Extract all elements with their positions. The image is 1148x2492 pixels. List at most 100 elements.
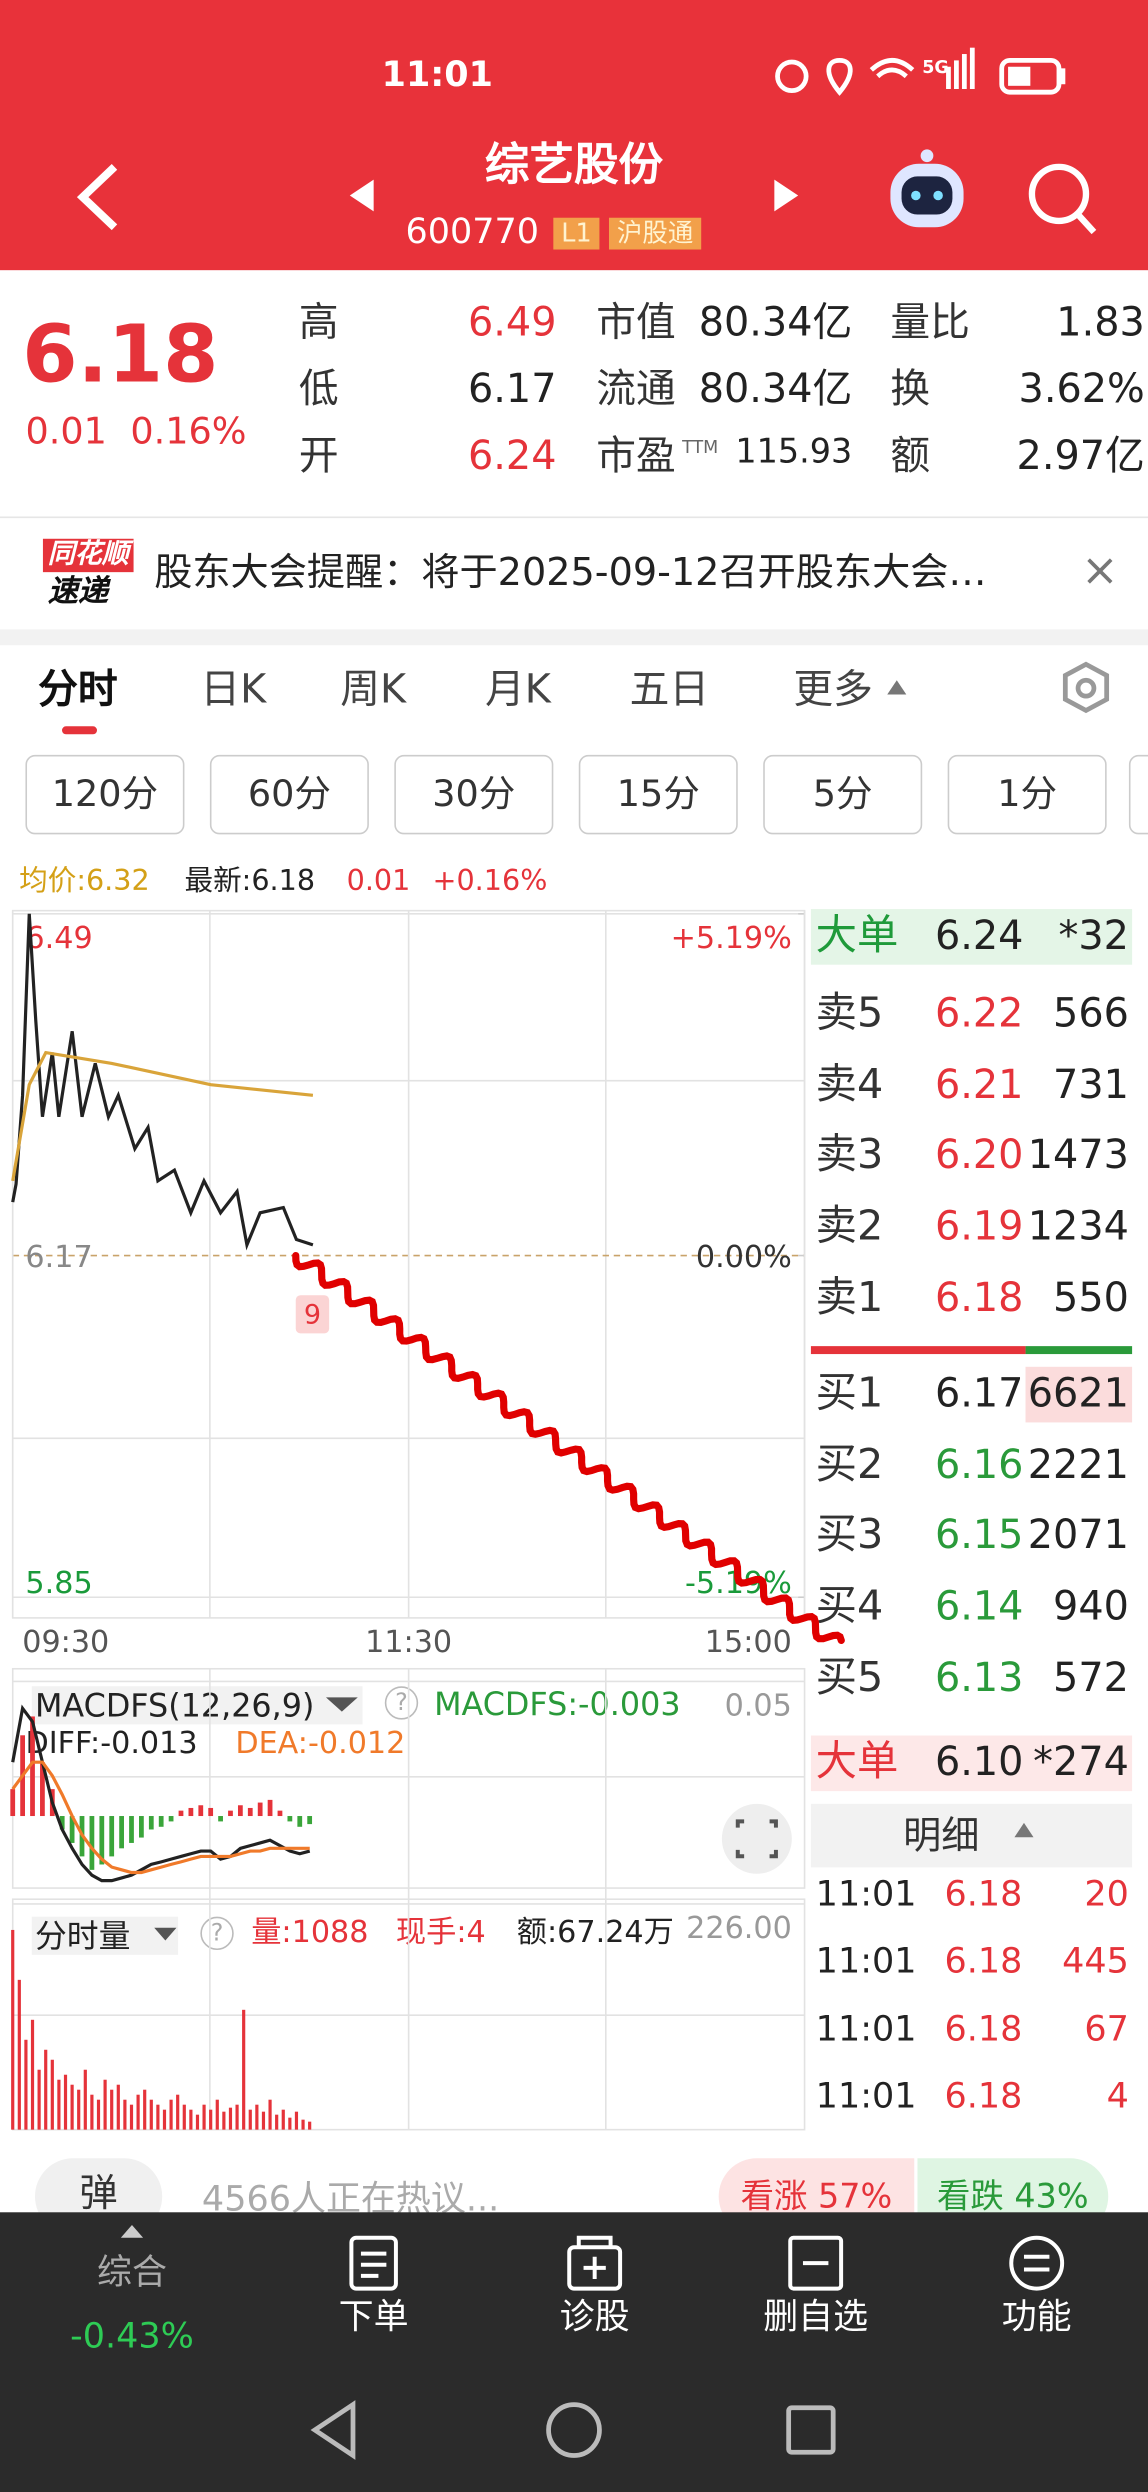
bottom-nav bbox=[0, 2212, 1148, 2492]
book-label: 买1 bbox=[815, 1369, 884, 1418]
bar bbox=[202, 2104, 206, 2130]
period-button[interactable] bbox=[1128, 754, 1148, 835]
book-volume: *274 bbox=[1033, 1738, 1129, 1785]
bar bbox=[116, 2084, 120, 2130]
news-text[interactable]: 股东大会提醒：将于2025-09-12召开股东大会… bbox=[154, 549, 987, 595]
news-close[interactable]: × bbox=[1081, 543, 1119, 596]
period-button[interactable]: 5分 bbox=[763, 754, 923, 835]
book-volume: 2221 bbox=[1027, 1440, 1129, 1488]
tab[interactable]: 更多 bbox=[793, 665, 873, 713]
stat-label: 流通 bbox=[596, 365, 676, 412]
bar bbox=[83, 2069, 87, 2130]
y-tick-label: 0.05 bbox=[725, 1688, 792, 1723]
bar bbox=[297, 1816, 303, 1827]
nav-item[interactable]: 诊股 bbox=[559, 2298, 630, 2338]
badge: L1 bbox=[553, 217, 600, 250]
tab[interactable]: 分时 bbox=[38, 665, 118, 713]
help-icon[interactable]: ? bbox=[200, 1916, 234, 1951]
news-logo: 同花顺 bbox=[42, 538, 134, 573]
tab[interactable]: 周K bbox=[340, 665, 407, 713]
book-price: 6.17 bbox=[934, 1369, 1024, 1417]
sort-icon bbox=[1014, 1822, 1034, 1838]
bar bbox=[110, 2089, 114, 2130]
x-tick-label: 15:00 bbox=[705, 1625, 792, 1660]
stat-value: 115.93 bbox=[735, 432, 853, 471]
vol-stat: 量:1088 bbox=[251, 1915, 369, 1951]
bar bbox=[79, 1816, 85, 1857]
stat-label: 低 bbox=[298, 365, 339, 412]
stock-code: 600770 bbox=[405, 212, 539, 253]
help-icon[interactable]: ? bbox=[384, 1686, 419, 1720]
bar bbox=[37, 2069, 41, 2130]
bar bbox=[261, 2111, 266, 2130]
bar bbox=[281, 2109, 285, 2130]
badge: 沪股通 bbox=[608, 217, 702, 250]
period-button[interactable]: 15分 bbox=[578, 754, 738, 835]
row-bg bbox=[810, 1366, 1133, 1423]
book-volume: 940 bbox=[1053, 1583, 1129, 1630]
tab[interactable]: 日K bbox=[200, 665, 267, 713]
bar bbox=[40, 1762, 45, 1817]
period-button[interactable]: 30分 bbox=[394, 754, 554, 835]
bar bbox=[63, 2074, 68, 2130]
book-price: 6.22 bbox=[934, 990, 1024, 1037]
period-button[interactable]: 60分 bbox=[209, 754, 369, 835]
book-label: 卖5 bbox=[815, 990, 884, 1038]
book-price: 6.15 bbox=[934, 1512, 1024, 1559]
trade-time: 11:01 bbox=[815, 1942, 917, 1983]
stat-label: 换 bbox=[890, 365, 931, 412]
bar bbox=[20, 1735, 26, 1817]
tab[interactable]: 五日 bbox=[629, 665, 710, 713]
period-button[interactable]: 1分 bbox=[947, 754, 1107, 835]
tab[interactable]: 月K bbox=[484, 665, 551, 713]
macd-title: MACDFS(12,26,9) bbox=[31, 1686, 363, 1725]
bar bbox=[158, 1816, 164, 1827]
trades-header[interactable]: 明细 bbox=[903, 1813, 980, 1858]
line bbox=[11, 913, 314, 1251]
bar bbox=[156, 2104, 160, 2130]
nav-item[interactable]: 功能 bbox=[1001, 2298, 1072, 2338]
book-price: 6.16 bbox=[934, 1440, 1024, 1488]
line bbox=[11, 1760, 310, 1875]
stat-value: 3.62% bbox=[1018, 365, 1145, 412]
trade-volume: 20 bbox=[1084, 1875, 1129, 1916]
book-split bbox=[810, 1346, 1026, 1355]
bar bbox=[24, 2039, 28, 2130]
bar bbox=[49, 1789, 55, 1817]
bar bbox=[268, 2099, 272, 2130]
stat-value: 6.49 bbox=[467, 298, 557, 345]
bar bbox=[136, 2094, 140, 2130]
nav-item[interactable]: 删自选 bbox=[763, 2298, 869, 2338]
book-label: 买3 bbox=[815, 1512, 884, 1560]
bar bbox=[148, 1816, 154, 1830]
book-label: 大单 bbox=[815, 912, 899, 960]
book-label: 卖1 bbox=[815, 1274, 884, 1322]
book-volume: 1234 bbox=[1027, 1203, 1129, 1250]
comment-text[interactable]: 4566人正在热议... bbox=[201, 2180, 500, 2221]
nav-item[interactable]: 综合 bbox=[96, 2253, 167, 2294]
tab-underline bbox=[62, 726, 97, 735]
bar bbox=[189, 2109, 193, 2130]
period-button[interactable]: 120分 bbox=[25, 754, 185, 835]
nav-item[interactable]: 下单 bbox=[338, 2298, 409, 2338]
bar bbox=[123, 2099, 127, 2130]
book-price: 6.13 bbox=[934, 1654, 1024, 1701]
book-label: 买5 bbox=[815, 1654, 884, 1702]
bar bbox=[11, 1929, 15, 2130]
bar bbox=[288, 2117, 292, 2130]
annotation: 9 bbox=[304, 1299, 321, 1330]
bar bbox=[242, 2009, 246, 2130]
vol-title: 分时量 bbox=[31, 1916, 179, 1955]
trade-price: 6.18 bbox=[944, 2077, 1023, 2117]
bar bbox=[99, 1816, 105, 1865]
y2-tick-label: +5.19% bbox=[671, 921, 792, 956]
bar bbox=[77, 2089, 81, 2130]
book-price: 6.20 bbox=[934, 1132, 1024, 1179]
book-price: 6.18 bbox=[934, 1274, 1024, 1321]
bar bbox=[70, 2084, 74, 2130]
book-price: 6.24 bbox=[934, 912, 1024, 959]
header-icons bbox=[76, 47, 1097, 235]
change-pct: 0.16% bbox=[130, 411, 247, 453]
book-volume: 550 bbox=[1053, 1274, 1129, 1321]
